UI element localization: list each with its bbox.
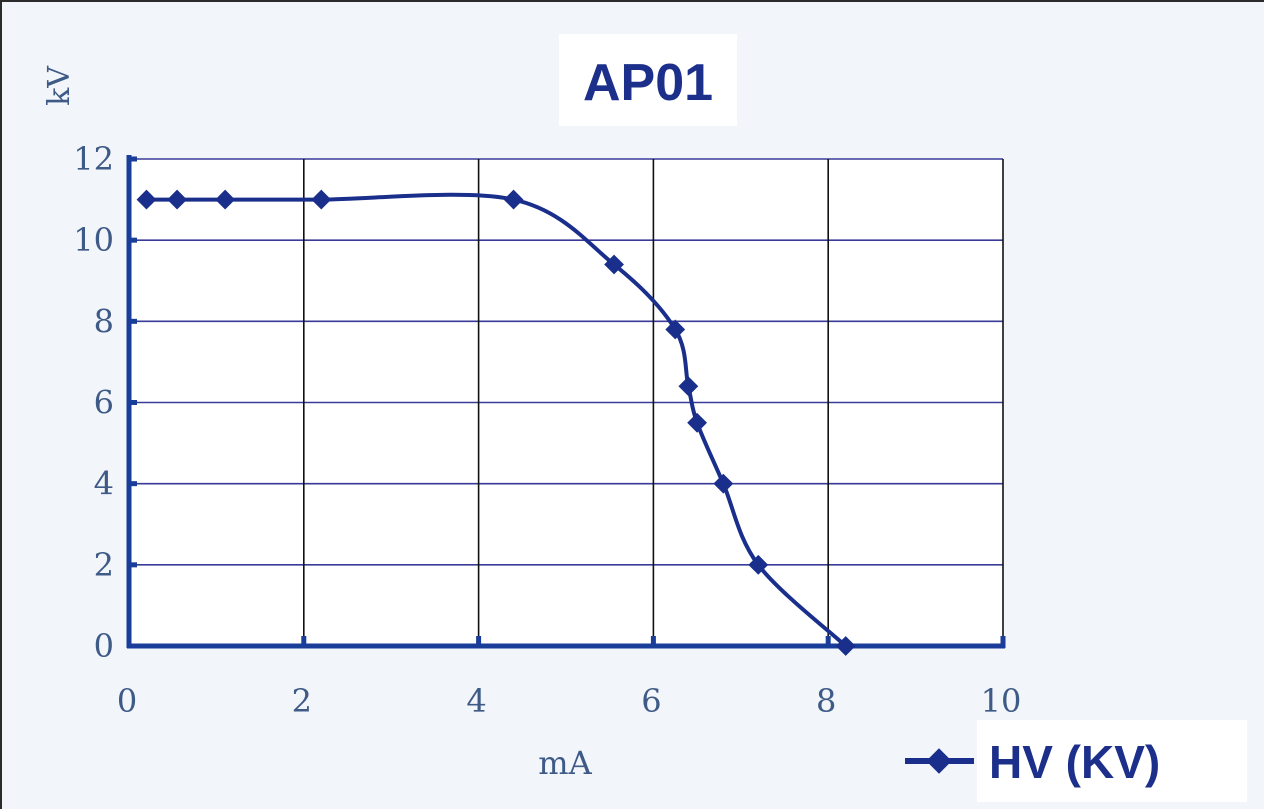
y-tick-label: 12 bbox=[73, 140, 114, 178]
x-tick-label: 2 bbox=[292, 682, 312, 720]
data-point bbox=[687, 412, 707, 433]
data-point bbox=[748, 554, 769, 575]
y-tick-label: 6 bbox=[94, 384, 114, 422]
chart-title: AP01 bbox=[583, 54, 713, 112]
grid-lines bbox=[129, 158, 1004, 646]
y-tick-labels: 0 2 4 6 8 10 12 bbox=[73, 140, 114, 665]
data-point bbox=[167, 189, 187, 210]
x-tick-labels: 0 2 4 6 8 10 bbox=[117, 682, 1022, 720]
data-point bbox=[835, 636, 856, 656]
data-point bbox=[678, 376, 699, 397]
y-tick-label: 8 bbox=[94, 302, 114, 340]
data-point bbox=[311, 189, 332, 210]
data-point bbox=[604, 254, 624, 275]
x-tick-label: 10 bbox=[981, 682, 1022, 720]
x-tick-label: 8 bbox=[816, 682, 836, 720]
y-axis-label: kV bbox=[42, 65, 77, 106]
y-tick-label: 4 bbox=[94, 465, 114, 503]
y-tick-label: 0 bbox=[94, 627, 114, 665]
y-tick-label: 2 bbox=[94, 546, 114, 584]
x-tick-label: 6 bbox=[641, 682, 661, 720]
x-tick-label: 0 bbox=[117, 682, 137, 720]
data-point bbox=[713, 473, 734, 494]
legend-box bbox=[977, 720, 1247, 802]
data-point bbox=[136, 189, 157, 210]
title-box bbox=[559, 34, 737, 126]
x-axis-label: mA bbox=[538, 744, 592, 782]
data-point bbox=[665, 319, 686, 340]
legend-label: HV (KV) bbox=[989, 736, 1160, 788]
legend-marker bbox=[926, 748, 952, 774]
series-group bbox=[136, 189, 856, 656]
x-tick-label: 4 bbox=[466, 682, 486, 720]
axes bbox=[126, 155, 1006, 649]
data-point bbox=[215, 189, 236, 210]
y-tick-label: 10 bbox=[73, 221, 114, 259]
